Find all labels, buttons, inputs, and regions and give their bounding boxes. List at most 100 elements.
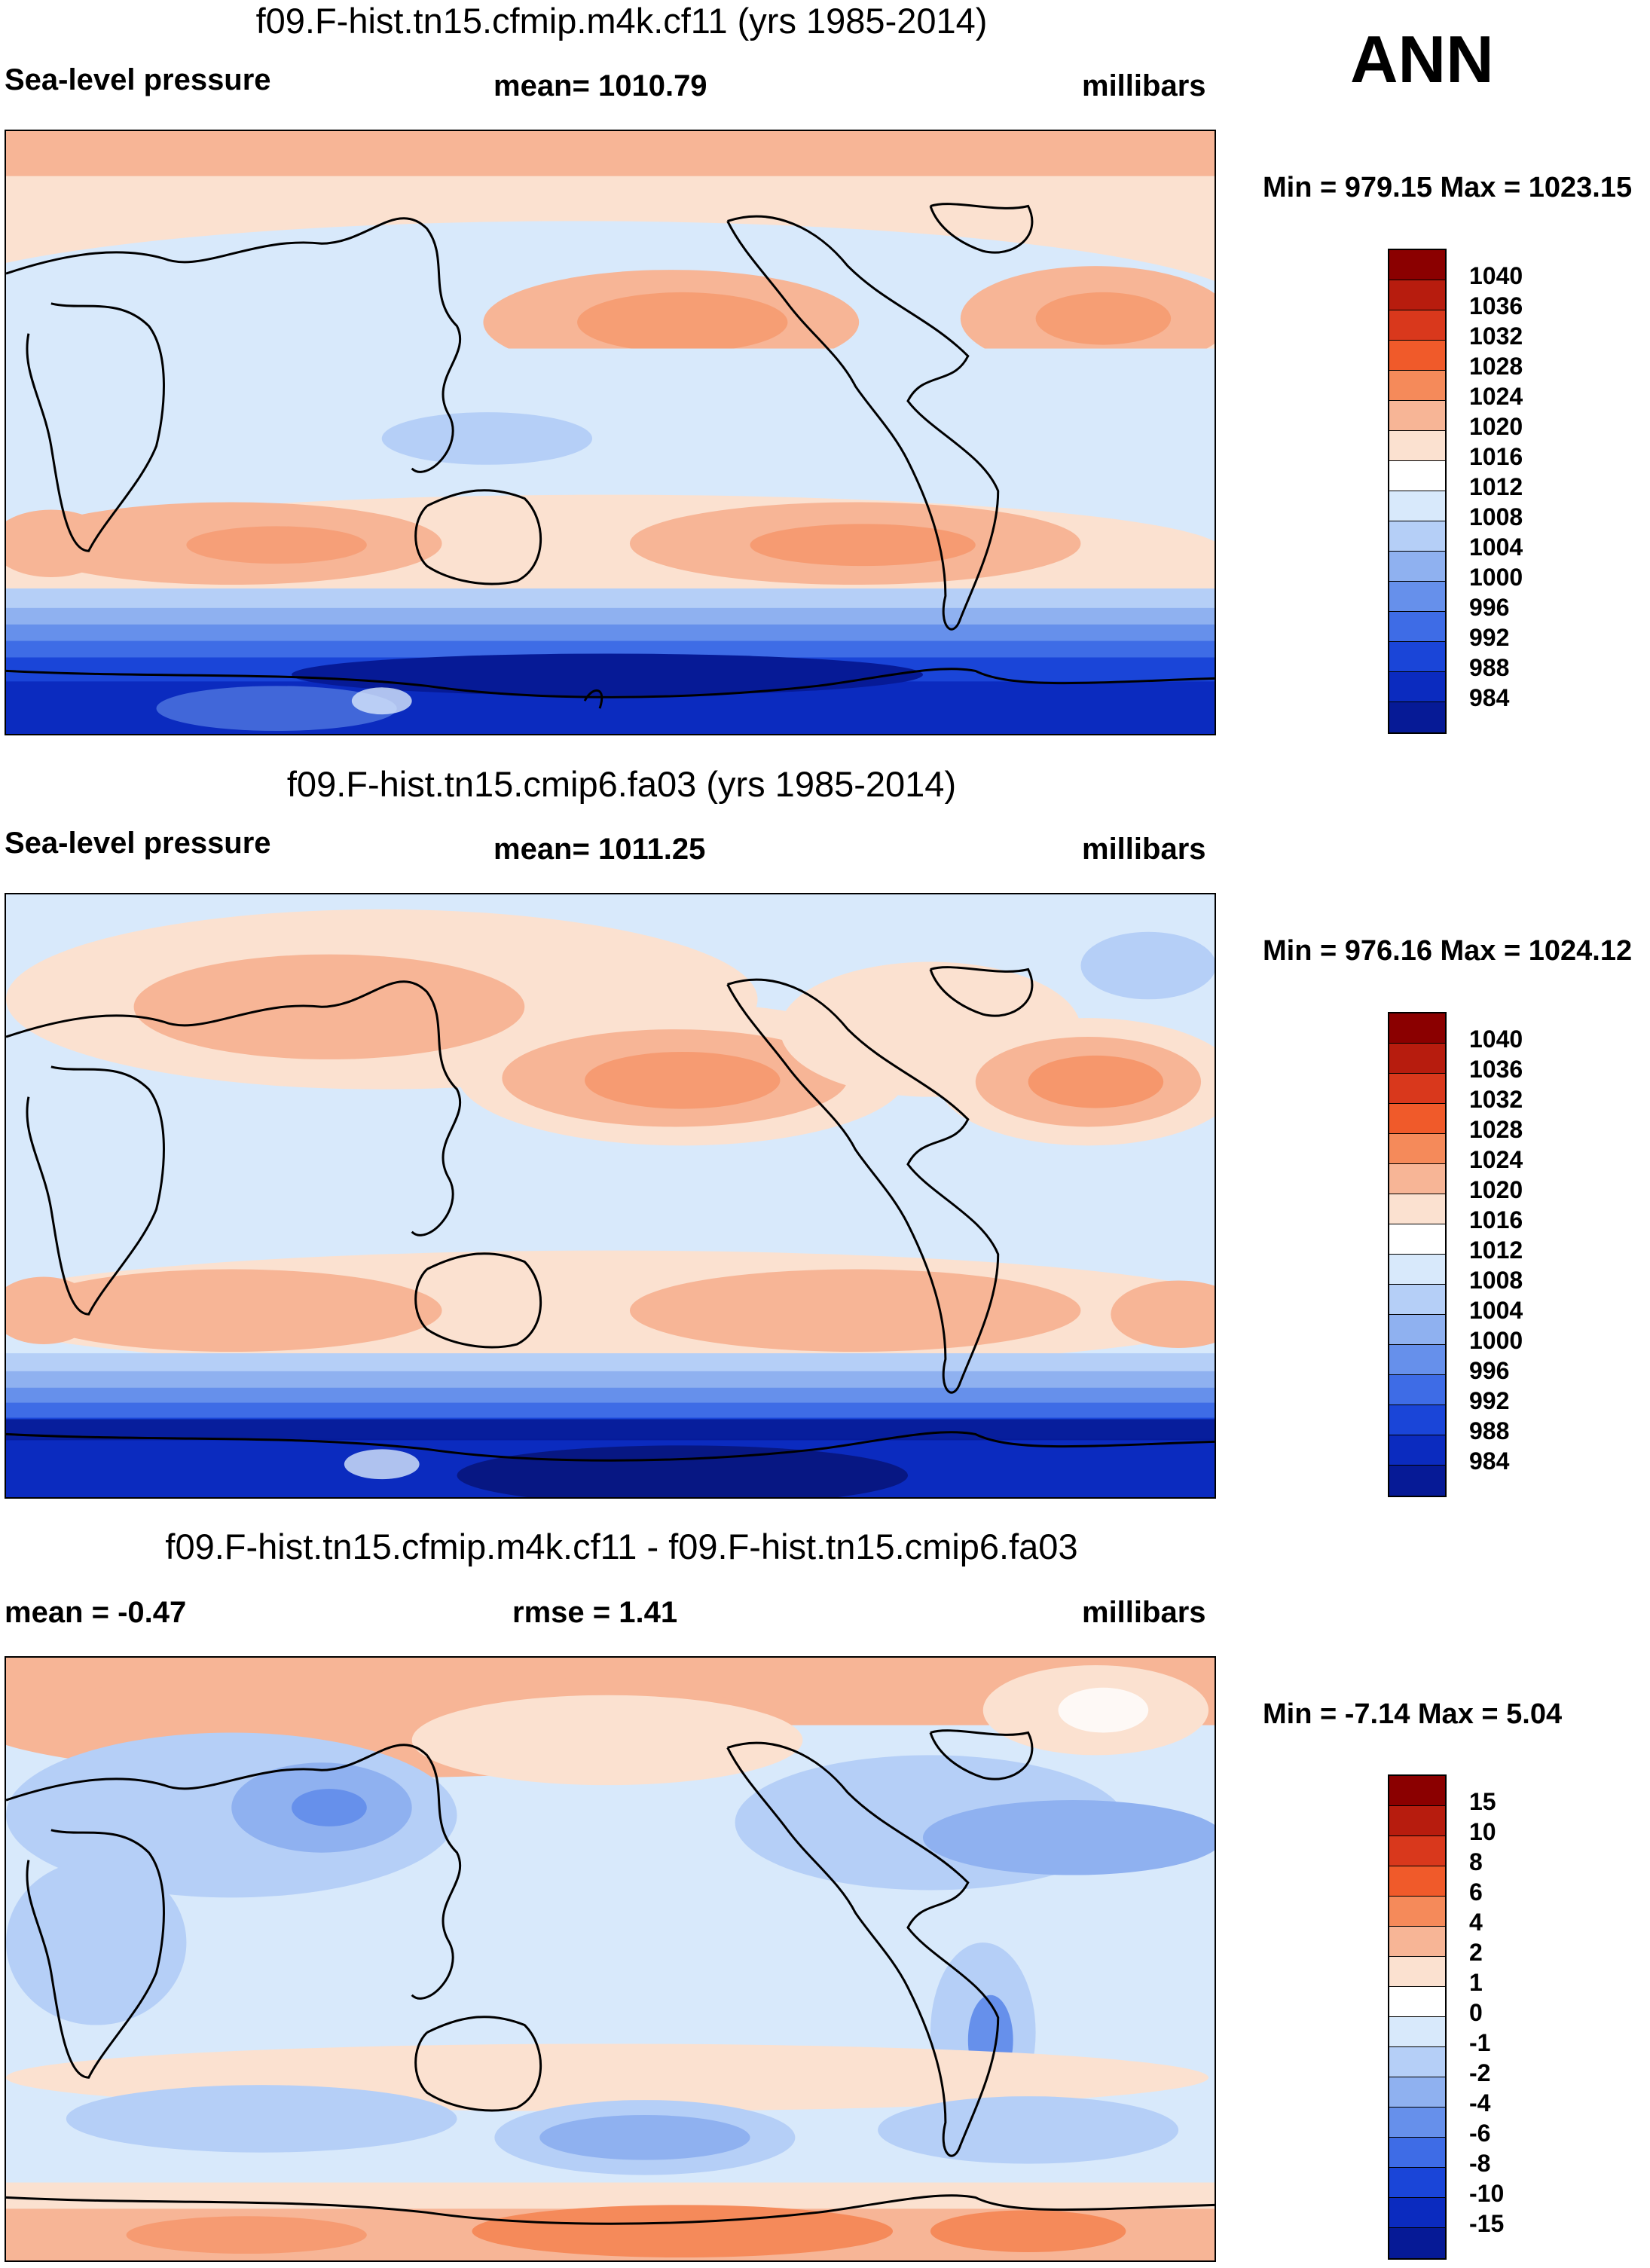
panel-1-colorbar-tick: 1008	[1469, 503, 1523, 530]
panel-1-colorbar-swatch	[1389, 552, 1445, 582]
panel-2-colorbar	[1388, 1012, 1447, 1497]
panel-2-colorbar-tick: 984	[1469, 1447, 1510, 1475]
panel-1-colorbar-swatch	[1389, 702, 1445, 732]
panel-3-colorbar-tick: 4	[1469, 1909, 1483, 1936]
panel-1-colorbar-swatch	[1389, 341, 1445, 371]
panel-1-colorbar-tick: 996	[1469, 594, 1510, 621]
panel-3-colorbar-swatch	[1389, 2017, 1445, 2047]
panel-3-colorbar-tick: -6	[1469, 2120, 1491, 2147]
panel-2-colorbar-swatch	[1389, 1405, 1445, 1435]
panel-2-units-label: millibars	[1082, 833, 1206, 866]
panel-2-title: f09.F-hist.tn15.cmip6.fa03 (yrs 1985-201…	[286, 764, 957, 804]
panel-1-colorbar-tick: 1020	[1469, 413, 1523, 440]
panel-1-colorbar-tick: 1036	[1469, 292, 1523, 319]
panel-3-units-label: millibars	[1082, 1596, 1206, 1629]
panel-1-colorbar-swatch	[1389, 310, 1445, 341]
panel-2-colorbar-swatch	[1389, 1013, 1445, 1044]
panel-1-mean-label: mean= 1010.79	[493, 69, 707, 102]
panel-2-map	[5, 893, 1216, 1499]
panel-1-colorbar-tick: 1032	[1469, 322, 1523, 350]
panel-2-colorbar-swatch	[1389, 1194, 1445, 1224]
panel-2-colorbar-tick: 1028	[1469, 1116, 1523, 1143]
panel-1-colorbar-tick: 1012	[1469, 473, 1523, 500]
panel-1-colorbar-tick: 1028	[1469, 353, 1523, 380]
panel-3-colorbar-swatch	[1389, 2228, 1445, 2258]
panel-3-colorbar-tick: 15	[1469, 1788, 1496, 1815]
panel-3-colorbar-swatch	[1389, 2047, 1445, 2077]
panel-1-map-field	[6, 131, 1215, 734]
panel-1-colorbar-tick: 988	[1469, 654, 1510, 681]
panel-1-colorbar-tick: 984	[1469, 684, 1510, 711]
panel-2-colorbar-tick: 1016	[1469, 1206, 1523, 1233]
panel-2-minmax: Min = 976.16 Max = 1024.12	[1263, 935, 1633, 967]
panel-3-mean-label: mean = -0.47	[5, 1596, 187, 1629]
panel-2-map-field	[6, 894, 1215, 1497]
panel-1-colorbar-swatch	[1389, 250, 1445, 280]
panel-3-colorbar-tick: -2	[1469, 2059, 1491, 2086]
panel-1-colorbar-tick: 1040	[1469, 262, 1523, 289]
panel-3-colorbar-swatch	[1389, 1987, 1445, 2017]
panel-2-colorbar-tick: 988	[1469, 1417, 1510, 1444]
panel-3-colorbar-swatch	[1389, 1957, 1445, 1987]
panel-1-colorbar-swatch	[1389, 582, 1445, 612]
panel-2-colorbar-swatch	[1389, 1255, 1445, 1285]
panel-3-colorbar	[1388, 1774, 1447, 2260]
panel-1-colorbar-tick: 1024	[1469, 383, 1523, 410]
panel-3-colorbar-tick: 2	[1469, 1939, 1483, 1966]
panel-1-colorbar-tick: 1000	[1469, 564, 1523, 591]
panel-2-colorbar-swatch	[1389, 1285, 1445, 1315]
panel-3-colorbar-swatch	[1389, 2108, 1445, 2138]
panel-2-colorbar-swatch	[1389, 1435, 1445, 1466]
panel-3-map	[5, 1656, 1216, 2262]
panel-2-colorbar-swatch	[1389, 1375, 1445, 1405]
panel-1-colorbar-swatch	[1389, 280, 1445, 310]
panel-3-colorbar-tick: 6	[1469, 1878, 1483, 1906]
panel-2-colorbar-tick: 1008	[1469, 1267, 1523, 1294]
panel-1-units-label: millibars	[1082, 69, 1206, 102]
panel-3-colorbar-tick: -8	[1469, 2150, 1491, 2177]
panel-2-colorbar-tick: 1024	[1469, 1146, 1523, 1173]
panel-3-minmax: Min = -7.14 Max = 5.04	[1263, 1698, 1563, 1730]
panel-2-colorbar-tick: 1012	[1469, 1236, 1523, 1264]
panel-3-colorbar-tick: 10	[1469, 1818, 1496, 1845]
panel-3-colorbar-tick: -10	[1469, 2180, 1505, 2207]
panel-3-colorbar-tick: 0	[1469, 1999, 1483, 2026]
panel-3-colorbar-swatch	[1389, 1866, 1445, 1897]
panel-2-colorbar-tick: 992	[1469, 1387, 1510, 1414]
panel-2-colorbar-tick: 996	[1469, 1357, 1510, 1384]
panel-1-colorbar-swatch	[1389, 401, 1445, 431]
panel-2-variable-label: Sea-level pressure	[5, 827, 271, 860]
panel-3-colorbar-swatch	[1389, 2077, 1445, 2108]
panel-2-colorbar-tick: 1040	[1469, 1025, 1523, 1053]
panel-3-colorbar-tick: 8	[1469, 1848, 1483, 1875]
panel-1-colorbar-tick: 992	[1469, 624, 1510, 651]
panel-3-map-field	[6, 1658, 1215, 2260]
panel-3-colorbar-swatch	[1389, 1806, 1445, 1836]
panel-2-colorbar-tick: 1036	[1469, 1056, 1523, 1083]
panel-1-colorbar-swatch	[1389, 521, 1445, 552]
panel-2-colorbar-swatch	[1389, 1315, 1445, 1345]
panel-2-colorbar-swatch	[1389, 1345, 1445, 1375]
panel-2-colorbar-tick: 1004	[1469, 1297, 1523, 1324]
panel-1-colorbar-swatch	[1389, 672, 1445, 702]
panel-2-colorbar-swatch	[1389, 1044, 1445, 1074]
panel-2-colorbar-tick: 1000	[1469, 1327, 1523, 1354]
panel-1-colorbar-swatch	[1389, 371, 1445, 401]
panel-3-title: f09.F-hist.tn15.cfmip.m4k.cf11 - f09.F-h…	[165, 1527, 1078, 1567]
panel-2-colorbar-swatch	[1389, 1466, 1445, 1496]
season-label: ANN	[1350, 22, 1494, 96]
panel-1-colorbar-swatch	[1389, 612, 1445, 642]
panel-2-colorbar-swatch	[1389, 1074, 1445, 1104]
panel-1-colorbar-swatch	[1389, 642, 1445, 672]
panel-3-colorbar-tick: 1	[1469, 1969, 1483, 1996]
panel-2-colorbar-tick: 1020	[1469, 1176, 1523, 1203]
panel-1-colorbar	[1388, 249, 1447, 734]
panel-1-colorbar-swatch	[1389, 461, 1445, 491]
panel-1-minmax: Min = 979.15 Max = 1023.15	[1263, 172, 1633, 203]
panel-1-colorbar-tick: 1004	[1469, 533, 1523, 561]
panel-2-colorbar-swatch	[1389, 1104, 1445, 1134]
panel-1-title: f09.F-hist.tn15.cfmip.m4k.cf11 (yrs 1985…	[255, 1, 988, 41]
panel-1-colorbar-tick: 1016	[1469, 443, 1523, 470]
panel-3-colorbar-tick: -15	[1469, 2210, 1505, 2237]
panel-2-mean-label: mean= 1011.25	[493, 833, 706, 866]
